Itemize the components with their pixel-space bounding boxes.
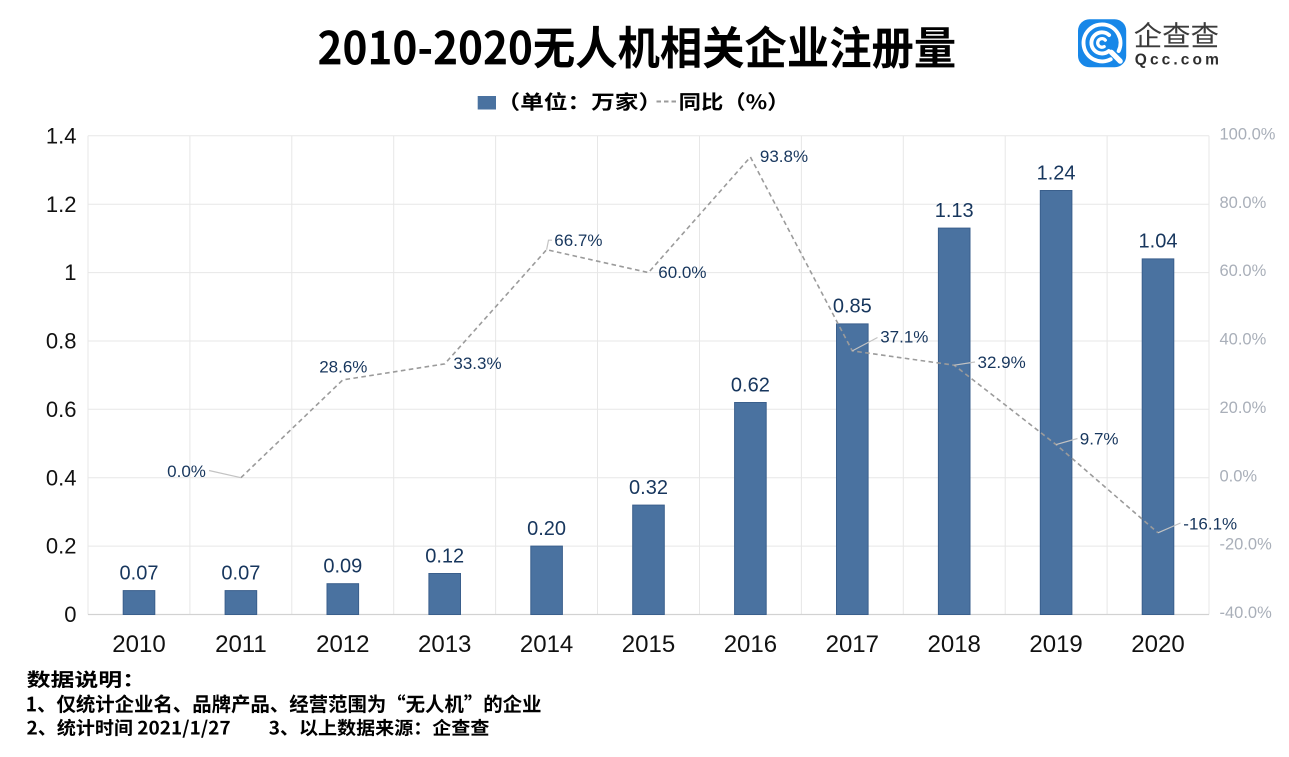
svg-text:2020: 2020: [1131, 631, 1184, 658]
svg-text:0.0%: 0.0%: [1220, 467, 1258, 485]
svg-text:2010: 2010: [112, 631, 165, 658]
svg-text:-20.0%: -20.0%: [1220, 536, 1273, 554]
svg-text:0.09: 0.09: [323, 556, 362, 578]
svg-text:2015: 2015: [622, 631, 675, 658]
svg-text:2011: 2011: [215, 631, 267, 658]
svg-text:1.24: 1.24: [1037, 162, 1076, 184]
svg-text:0.6: 0.6: [46, 397, 77, 422]
svg-text:0.12: 0.12: [425, 545, 464, 567]
svg-text:20.0%: 20.0%: [1220, 399, 1267, 417]
svg-text:100.0%: 100.0%: [1220, 125, 1276, 143]
svg-text:80.0%: 80.0%: [1220, 194, 1267, 212]
svg-text:Qcc.com: Qcc.com: [1135, 51, 1222, 68]
svg-text:1.13: 1.13: [935, 200, 974, 222]
svg-text:33.3%: 33.3%: [453, 354, 501, 373]
svg-text:93.8%: 93.8%: [760, 147, 808, 166]
svg-text:0.20: 0.20: [527, 518, 566, 540]
svg-text:60.0%: 60.0%: [1220, 262, 1267, 280]
svg-text:0: 0: [64, 602, 76, 627]
svg-text:0.0%: 0.0%: [167, 462, 206, 481]
svg-text:1.04: 1.04: [1139, 231, 1178, 253]
svg-text:1.4: 1.4: [46, 123, 77, 148]
svg-text:32.9%: 32.9%: [978, 353, 1026, 372]
svg-text:2017: 2017: [826, 631, 879, 658]
svg-text:0.07: 0.07: [120, 562, 159, 584]
svg-text:2014: 2014: [520, 631, 573, 658]
svg-text:2013: 2013: [418, 631, 471, 658]
svg-text:0.07: 0.07: [221, 562, 260, 584]
svg-text:0.85: 0.85: [833, 296, 872, 318]
svg-text:0.4: 0.4: [46, 465, 77, 490]
svg-text:0.32: 0.32: [629, 477, 668, 499]
svg-text:9.7%: 9.7%: [1080, 430, 1119, 449]
svg-text:0.8: 0.8: [46, 329, 77, 354]
svg-text:-16.1%: -16.1%: [1183, 515, 1237, 534]
svg-text:60.0%: 60.0%: [658, 263, 706, 282]
svg-text:66.7%: 66.7%: [554, 231, 602, 250]
svg-text:40.0%: 40.0%: [1220, 331, 1267, 349]
svg-text:1.2: 1.2: [46, 192, 77, 217]
svg-text:2019: 2019: [1029, 631, 1082, 658]
svg-text:28.6%: 28.6%: [319, 358, 367, 377]
svg-text:2016: 2016: [724, 631, 777, 658]
svg-text:0.2: 0.2: [46, 534, 77, 559]
svg-text:2018: 2018: [928, 631, 981, 658]
svg-text:2012: 2012: [316, 631, 369, 658]
svg-text:1: 1: [64, 260, 76, 285]
svg-text:-40.0%: -40.0%: [1220, 604, 1273, 622]
svg-text:0.62: 0.62: [731, 374, 770, 396]
svg-text:37.1%: 37.1%: [880, 328, 928, 347]
